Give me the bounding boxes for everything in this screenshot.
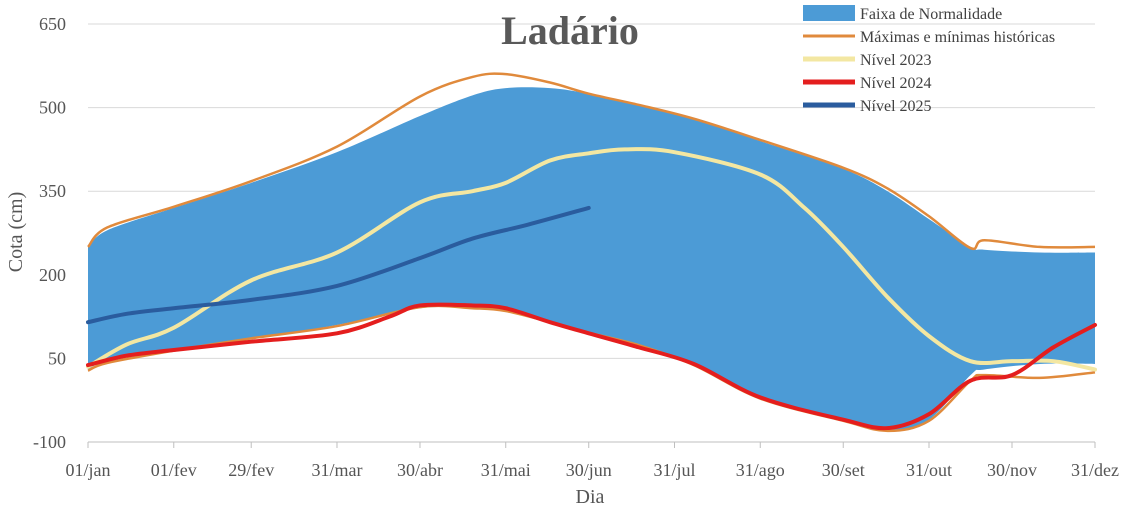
legend-label: Nível 2024 <box>860 75 932 92</box>
x-tick-label: 31/mai <box>481 460 531 480</box>
legend-label: Nível 2023 <box>860 52 932 69</box>
x-tick-label: 01/fev <box>151 460 197 480</box>
x-tick-label: 29/fev <box>228 460 274 480</box>
x-tick-label: 31/jul <box>653 460 695 480</box>
legend: Faixa de Normalidade Máximas e mínimas hi… <box>803 5 1055 115</box>
x-tick-label: 01/jan <box>66 460 111 480</box>
x-tick-label: 30/abr <box>397 460 443 480</box>
series-group <box>86 302 1097 431</box>
y-tick-label: -100 <box>33 432 66 452</box>
y-tick-label: 650 <box>39 14 66 34</box>
normal-band-area <box>88 87 1095 431</box>
x-axis-title: Dia <box>576 486 605 508</box>
y-tick-label: 500 <box>39 98 66 118</box>
x-tick-label: 31/ago <box>736 460 785 480</box>
legend-label: Faixa de Normalidade <box>860 6 1002 23</box>
series-group <box>86 147 1097 372</box>
x-tick-label: 30/set <box>822 460 865 480</box>
x-tick-label: 31/mar <box>311 460 362 480</box>
series-line-3 <box>86 205 591 325</box>
historical-max-line <box>87 72 1096 251</box>
x-tick-label: 31/dez <box>1071 460 1119 480</box>
y-tick-label: 350 <box>39 181 66 201</box>
legend-label: Máximas e mínimas históricas <box>860 29 1055 46</box>
series-line-1 <box>86 147 1097 372</box>
series-group <box>86 205 591 325</box>
chart-title: Ladário <box>501 8 639 53</box>
axes: -100 50 200 350 500 650 01/jan 01/fev 29/fev 31/m… <box>33 14 1119 480</box>
series-lines <box>86 72 1097 433</box>
x-tick-label: 30/jun <box>566 460 612 480</box>
normal-band <box>88 87 1095 431</box>
y-tick-label: 200 <box>39 265 66 285</box>
legend-swatch <box>803 5 855 21</box>
legend-label: Nível 2025 <box>860 98 932 115</box>
x-tick-label: 31/out <box>906 460 952 480</box>
y-tick-label: 50 <box>48 348 66 368</box>
x-tick-label: 30/nov <box>987 460 1037 480</box>
series-line-2 <box>86 302 1097 431</box>
y-axis-title: Cota (cm) <box>5 192 27 273</box>
